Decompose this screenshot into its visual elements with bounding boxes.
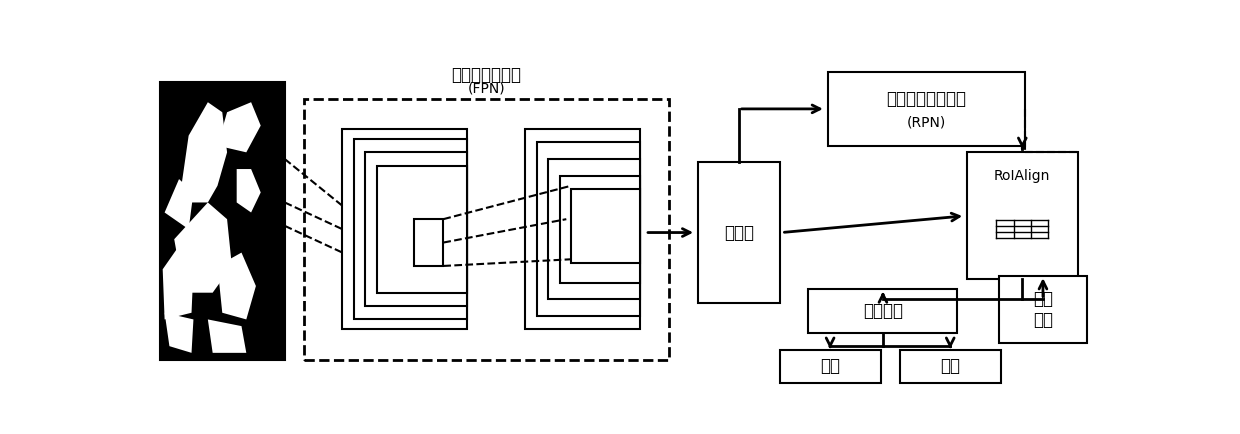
Text: 特征图: 特征图	[724, 224, 754, 242]
FancyBboxPatch shape	[525, 129, 640, 329]
FancyBboxPatch shape	[342, 129, 467, 329]
FancyBboxPatch shape	[698, 162, 780, 303]
Text: 分类: 分类	[820, 357, 841, 375]
FancyBboxPatch shape	[160, 82, 285, 359]
Polygon shape	[237, 169, 260, 213]
Polygon shape	[217, 253, 255, 319]
Text: RoIAlign: RoIAlign	[994, 169, 1050, 183]
FancyBboxPatch shape	[366, 152, 467, 306]
Text: 掩码
分支: 掩码 分支	[1033, 290, 1053, 329]
FancyBboxPatch shape	[414, 219, 444, 266]
Text: 特征金字塔网络: 特征金字塔网络	[451, 66, 522, 85]
FancyBboxPatch shape	[967, 152, 1078, 279]
FancyBboxPatch shape	[377, 166, 467, 293]
FancyBboxPatch shape	[900, 349, 1001, 383]
Text: 回归: 回归	[940, 357, 960, 375]
Text: 全连接层: 全连接层	[863, 302, 903, 320]
Text: (RPN): (RPN)	[906, 115, 946, 129]
FancyBboxPatch shape	[828, 72, 1024, 146]
FancyBboxPatch shape	[537, 142, 640, 316]
Polygon shape	[179, 102, 227, 202]
FancyBboxPatch shape	[780, 349, 880, 383]
FancyBboxPatch shape	[808, 289, 957, 333]
Polygon shape	[162, 246, 193, 319]
Polygon shape	[165, 313, 193, 353]
Polygon shape	[174, 202, 232, 293]
Polygon shape	[165, 179, 193, 229]
Polygon shape	[217, 102, 260, 152]
FancyBboxPatch shape	[998, 276, 1087, 343]
FancyBboxPatch shape	[559, 176, 640, 283]
Text: 候选区域生成网络: 候选区域生成网络	[887, 90, 966, 108]
FancyBboxPatch shape	[548, 159, 640, 299]
Text: (FPN): (FPN)	[467, 82, 506, 96]
FancyBboxPatch shape	[353, 139, 467, 319]
FancyBboxPatch shape	[572, 189, 640, 263]
Polygon shape	[208, 319, 247, 353]
